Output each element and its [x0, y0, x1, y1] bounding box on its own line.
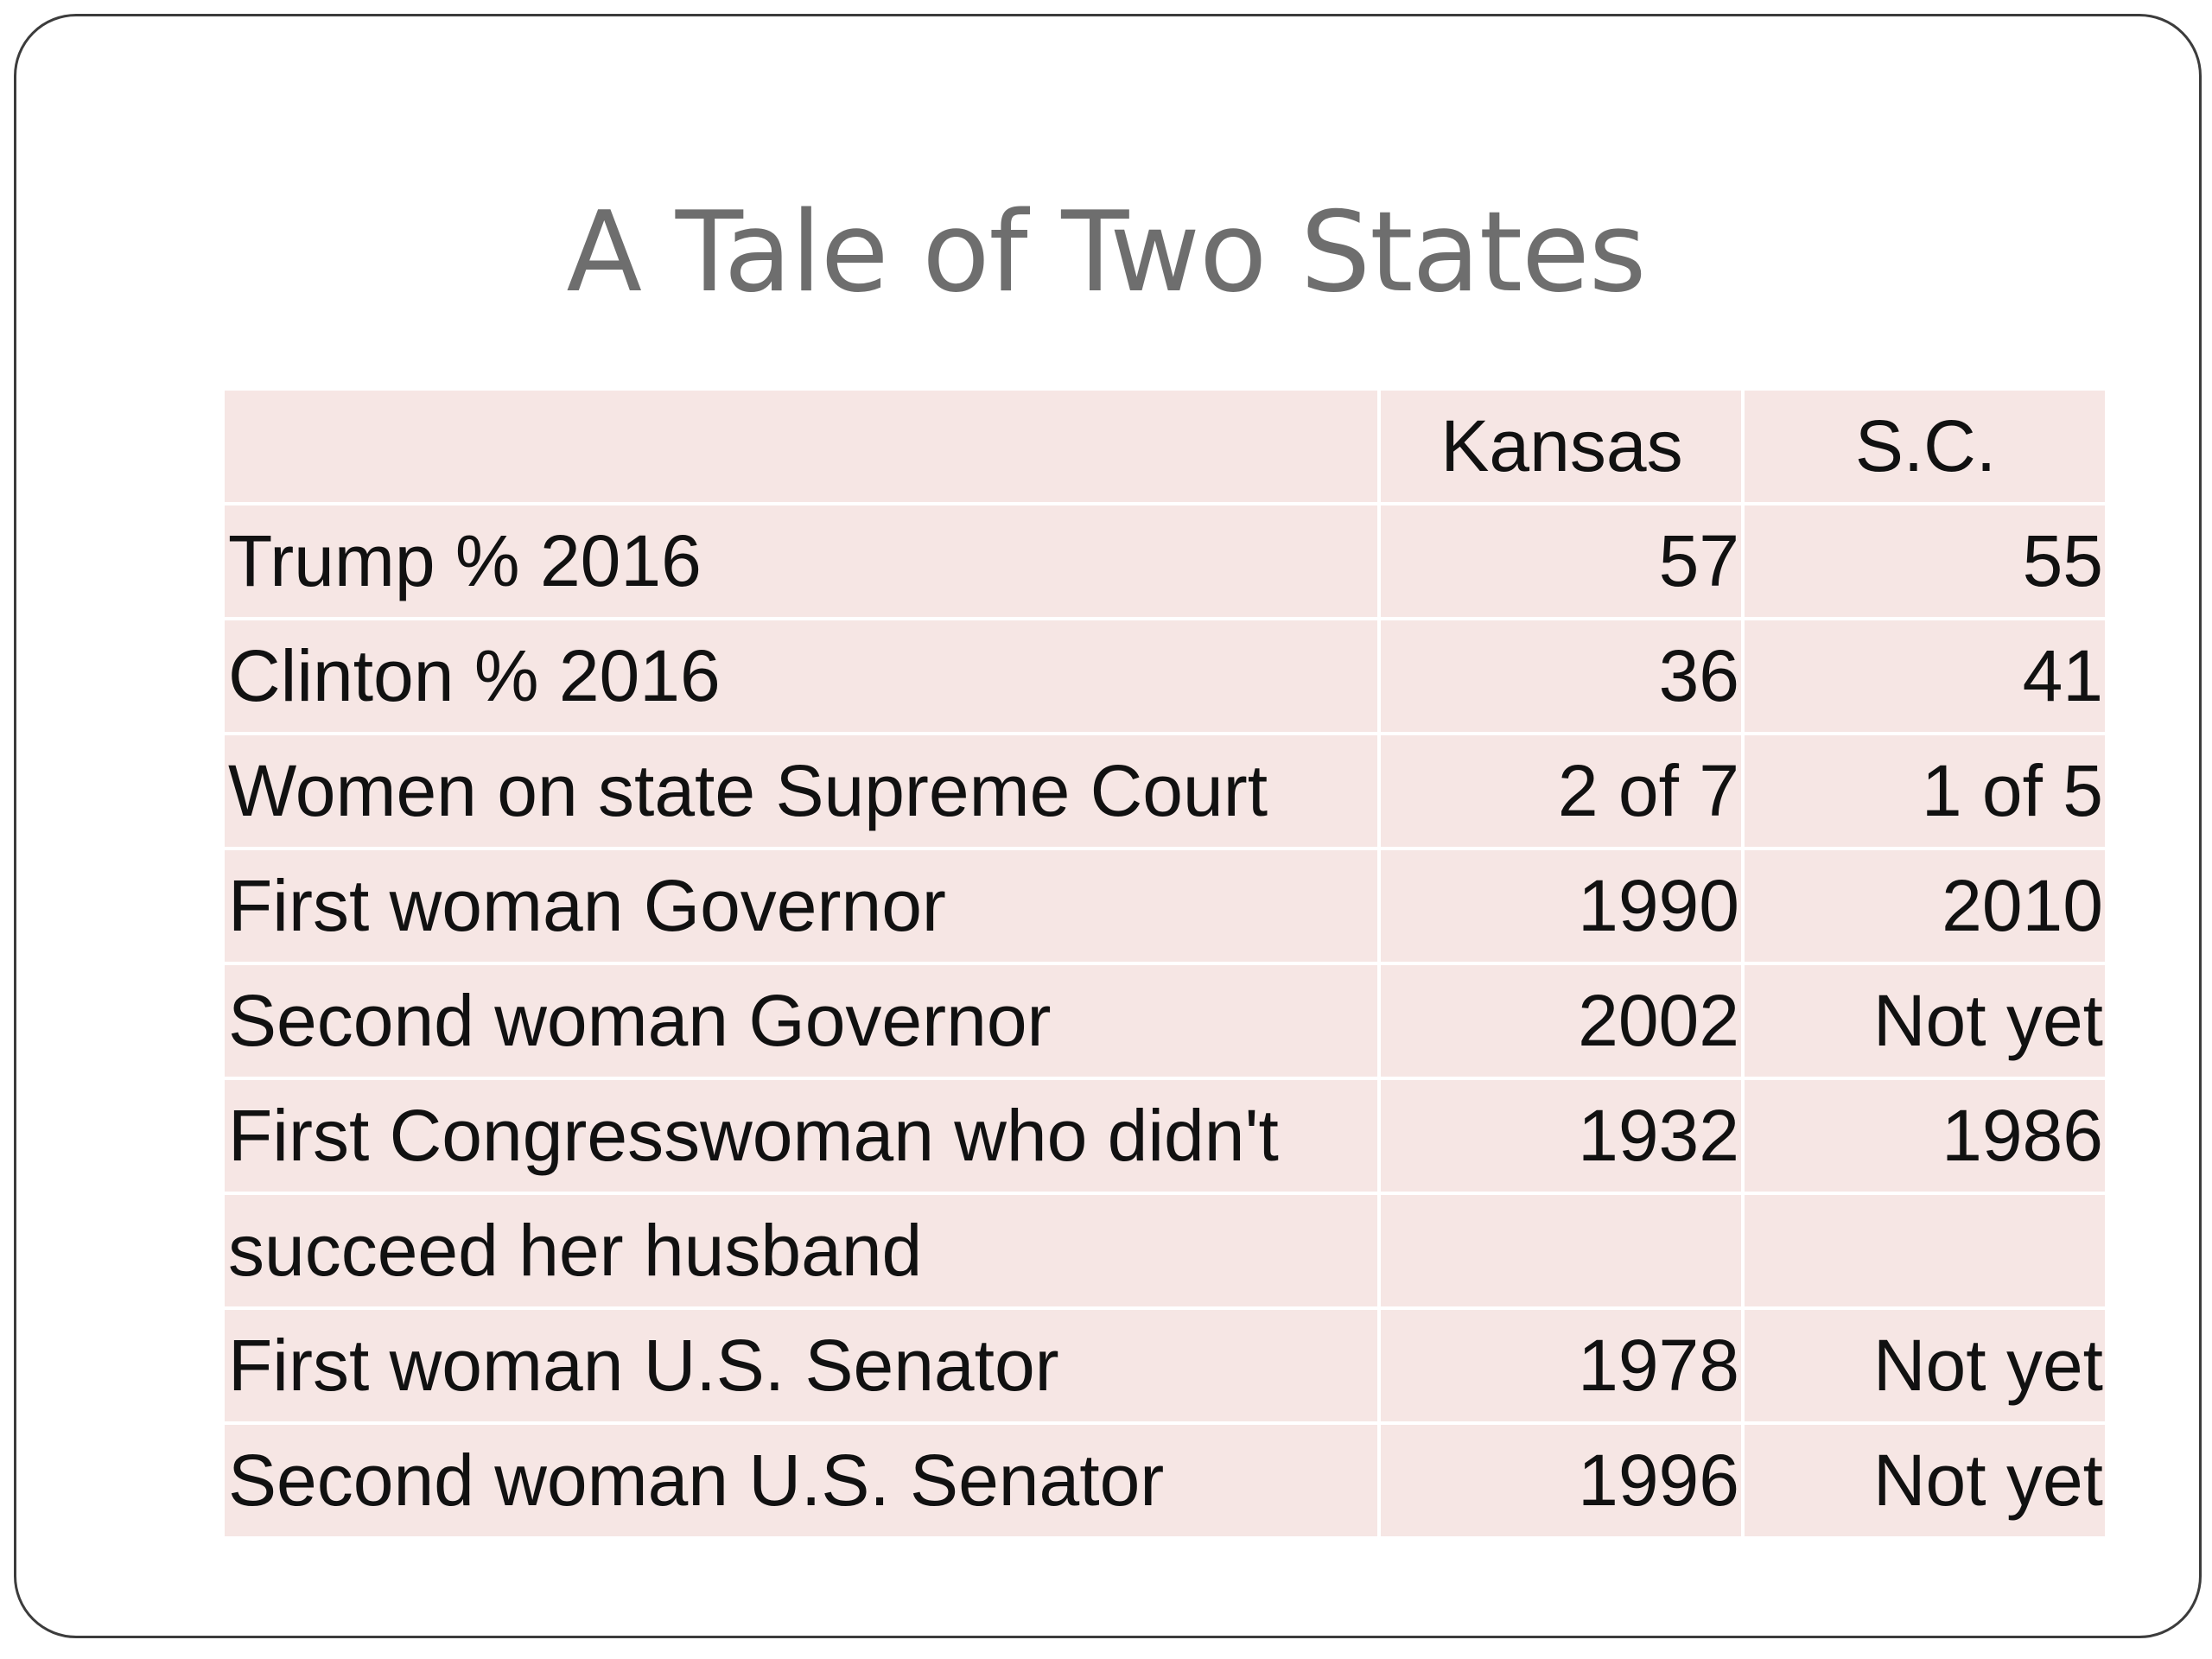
- table-row-continuation: succeed her husband: [221, 1192, 2108, 1310]
- kansas-value: 1990: [1377, 847, 1745, 965]
- table-row: Trump % 2016 57 55: [221, 502, 2108, 620]
- header-cell-sc: S.C.: [1741, 387, 2108, 505]
- row-label: Clinton % 2016: [221, 617, 1381, 735]
- row-label: Women on state Supreme Court: [221, 732, 1381, 850]
- row-label: Second woman Governor: [221, 962, 1381, 1080]
- row-label: Trump % 2016: [221, 502, 1381, 620]
- comparison-table: Kansas S.C. Trump % 2016 57 55 Clinton %…: [221, 387, 2108, 1540]
- kansas-value: 1978: [1377, 1306, 1745, 1425]
- sc-value: Not yet: [1741, 1421, 2108, 1540]
- kansas-value: 57: [1377, 502, 1745, 620]
- table-row: First Congresswoman who didn't 1932 1986: [221, 1077, 2108, 1195]
- empty-cell: [1377, 1192, 1745, 1310]
- header-cell-blank: [221, 387, 1381, 505]
- row-label-continuation: succeed her husband: [221, 1192, 1381, 1310]
- table-row: Second woman Governor 2002 Not yet: [221, 962, 2108, 1080]
- empty-cell: [1741, 1192, 2108, 1310]
- kansas-value: 2002: [1377, 962, 1745, 1080]
- kansas-value: 2 of 7: [1377, 732, 1745, 850]
- sc-value: 2010: [1741, 847, 2108, 965]
- kansas-value: 1932: [1377, 1077, 1745, 1195]
- slide-title: A Tale of Two States: [566, 188, 1647, 317]
- sc-value: 55: [1741, 502, 2108, 620]
- sc-value: Not yet: [1741, 962, 2108, 1080]
- sc-value: 1986: [1741, 1077, 2108, 1195]
- table-row: First woman U.S. Senator 1978 Not yet: [221, 1306, 2108, 1425]
- row-label: First woman U.S. Senator: [221, 1306, 1381, 1425]
- table-row: Women on state Supreme Court 2 of 7 1 of…: [221, 732, 2108, 850]
- sc-value: 1 of 5: [1741, 732, 2108, 850]
- sc-value: 41: [1741, 617, 2108, 735]
- kansas-value: 1996: [1377, 1421, 1745, 1540]
- row-label: First Congresswoman who didn't: [221, 1077, 1381, 1195]
- table-header-row: Kansas S.C.: [221, 387, 2108, 505]
- header-cell-kansas: Kansas: [1377, 387, 1745, 505]
- sc-value: Not yet: [1741, 1306, 2108, 1425]
- table-row: Clinton % 2016 36 41: [221, 617, 2108, 735]
- row-label: First woman Governor: [221, 847, 1381, 965]
- table-row: Second woman U.S. Senator 1996 Not yet: [221, 1421, 2108, 1540]
- row-label: Second woman U.S. Senator: [221, 1421, 1381, 1540]
- table-row: First woman Governor 1990 2010: [221, 847, 2108, 965]
- kansas-value: 36: [1377, 617, 1745, 735]
